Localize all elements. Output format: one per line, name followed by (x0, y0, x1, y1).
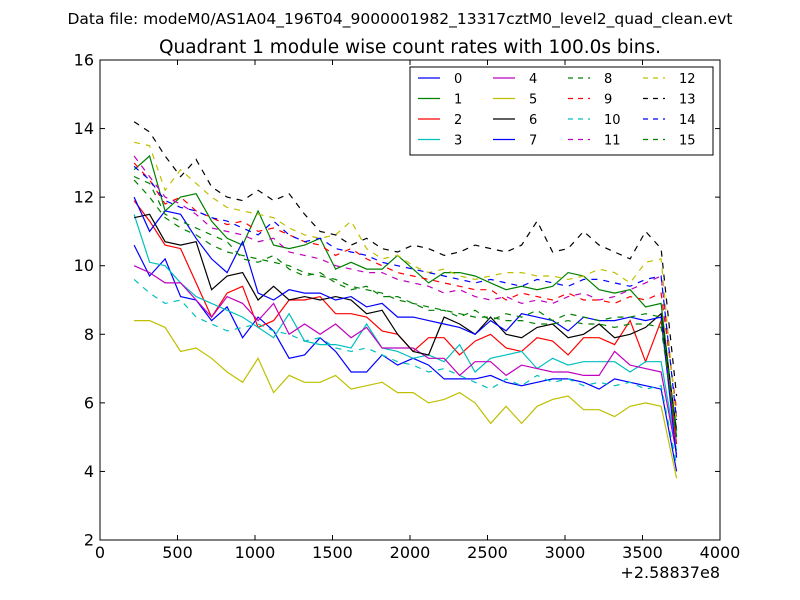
y-tick-label: 14 (74, 119, 94, 138)
legend-label-15: 15 (679, 134, 696, 149)
series-line-14 (133, 165, 678, 421)
x-tick-label: 4000 (700, 543, 741, 562)
series-line-15 (133, 179, 678, 438)
x-tick-label: 0 (95, 543, 105, 562)
axis-layer: 0 500 1000 1500 2000 2500 3000 3500 400024681012… (74, 51, 741, 563)
series-line-11 (133, 155, 678, 417)
legend-label-12: 12 (679, 72, 696, 87)
series-line-5 (134, 320, 678, 479)
y-tick-label: 16 (74, 51, 94, 70)
x-tick-label: 3000 (545, 543, 586, 562)
legend-label-5: 5 (529, 93, 537, 108)
x-tick-label: 500 (162, 543, 193, 562)
legend-label-2: 2 (454, 113, 462, 128)
x-tick-label: 2500 (467, 543, 508, 562)
legend-label-0: 0 (454, 72, 462, 87)
y-tick-label: 2 (84, 531, 94, 550)
series-line-2 (133, 200, 678, 445)
legend-label-3: 3 (454, 134, 462, 149)
legend-label-6: 6 (529, 113, 537, 128)
series-line-1 (133, 154, 678, 438)
x-tick-label: 3500 (622, 543, 663, 562)
x-offset-label: +2.58837e8 (620, 563, 720, 582)
data-file-suptitle: Data file: modeM0/AS1A04_196T04_90000019… (67, 10, 732, 29)
y-tick-label: 10 (74, 256, 94, 275)
series-line-8 (133, 176, 678, 431)
series-line-12 (133, 141, 678, 424)
legend-box (409, 66, 714, 156)
y-tick-label: 8 (84, 325, 94, 344)
legend-label-11: 11 (604, 134, 621, 149)
chart-title: Quadrant 1 module wise count rates with … (159, 37, 661, 58)
series-line-4 (133, 265, 678, 455)
legend-label-10: 10 (604, 113, 621, 128)
x-tick-label: 1500 (312, 543, 353, 562)
series-line-6 (133, 213, 678, 431)
legend-label-8: 8 (604, 72, 612, 87)
series-layer (133, 121, 678, 479)
x-tick-label: 1000 (235, 543, 276, 562)
legend-label-1: 1 (454, 93, 462, 108)
legend-label-9: 9 (604, 93, 612, 108)
y-tick-label: 4 (84, 462, 94, 481)
series-line-9 (133, 162, 678, 410)
series-line-7 (133, 196, 678, 458)
series-line-3 (133, 214, 678, 452)
y-tick-label: 6 (84, 393, 94, 412)
x-tick-label: 2000 (390, 543, 431, 562)
legend-label-13: 13 (679, 93, 696, 108)
legend-label-7: 7 (529, 134, 537, 149)
legend-label-14: 14 (679, 113, 696, 128)
plot-frame (99, 59, 721, 541)
y-tick-label: 12 (74, 188, 94, 207)
legend-label-4: 4 (529, 72, 537, 87)
series-line-10 (133, 278, 678, 465)
